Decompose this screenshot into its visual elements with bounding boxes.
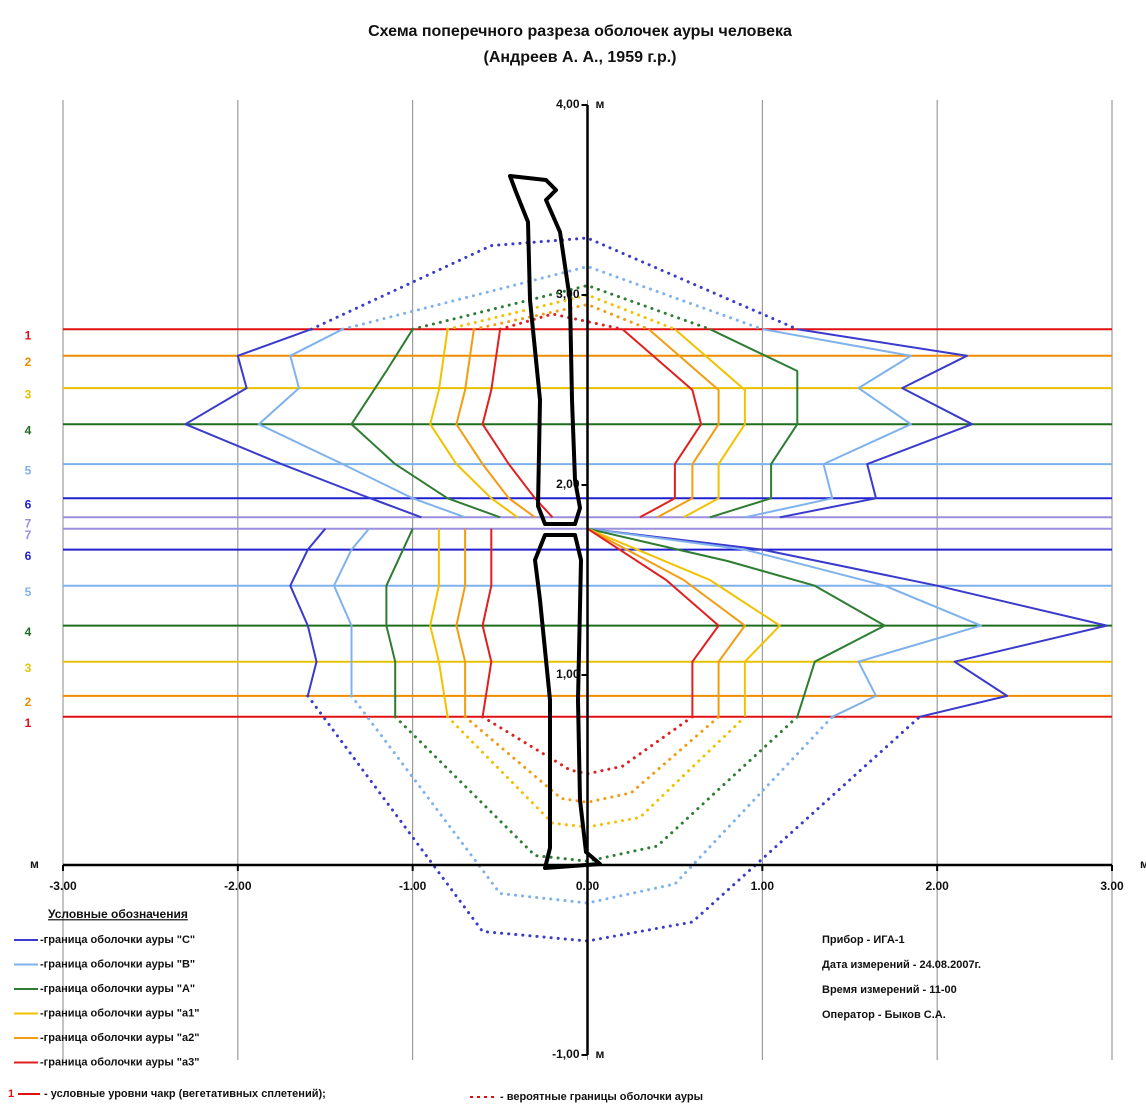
chakra-label: 6 xyxy=(25,549,32,563)
chakra-label: 4 xyxy=(25,625,32,639)
y-axis-label: м xyxy=(596,1047,605,1061)
y-tick-label: 4,00 xyxy=(556,97,580,111)
dotted-legend-text: - вероятные границы оболочки ауры xyxy=(500,1091,703,1103)
chakra-label: 2 xyxy=(25,355,32,369)
legend-title: Условные обозначения xyxy=(48,907,188,921)
chakra-legend-text: - условные уровни чакр (вегетативных спл… xyxy=(44,1088,326,1100)
plot: -3.00-2.00-1.000.001.002.003.00123456776… xyxy=(25,97,1146,1061)
chakra-label: 3 xyxy=(25,387,32,401)
aura-probable-boundary xyxy=(306,236,922,943)
y-tick-label: -1,00 xyxy=(552,1047,580,1061)
info-line: Прибор - ИГА-1 xyxy=(822,934,905,946)
x-tick-label: -1.00 xyxy=(399,879,427,893)
aura-boundary xyxy=(257,328,982,718)
chakra-label: 7 xyxy=(25,528,32,542)
aura-boundary xyxy=(481,328,720,717)
chakra-label: 4 xyxy=(25,423,32,437)
legend-entry: -граница оболочки ауры "а3" xyxy=(40,1056,199,1068)
legend-entry: -граница оболочки ауры "А" xyxy=(40,983,195,995)
x-tick-label: 2.00 xyxy=(925,879,949,893)
x-tick-label: -3.00 xyxy=(49,879,77,893)
aura-boundary xyxy=(455,328,746,717)
y-tick-label: 1,00 xyxy=(556,667,580,681)
chakra-label: 2 xyxy=(25,695,32,709)
chakra-label: 5 xyxy=(25,585,32,599)
aura-boundary xyxy=(350,328,886,718)
info-line: Время измерений - 11-00 xyxy=(822,984,957,996)
chakra-label: 6 xyxy=(25,497,32,511)
legend-entry: -граница оболочки ауры "а1" xyxy=(40,1007,199,1019)
legend-entry: -граница оболочки ауры "С" xyxy=(40,934,195,946)
legend: Условные обозначения -граница оболочки ау… xyxy=(8,907,981,1103)
aura-boundary xyxy=(429,328,781,717)
legend-entry: -граница оболочки ауры "В" xyxy=(40,958,195,970)
chart-subtitle: (Андреев А. А., 1959 г.р.) xyxy=(484,49,677,66)
chakra-label: 1 xyxy=(25,328,32,342)
x-tick-label: -2.00 xyxy=(224,879,252,893)
chakra-label: 5 xyxy=(25,463,32,477)
x-axis-label: м xyxy=(30,857,39,871)
aura-probable-boundary xyxy=(463,302,721,804)
x-axis-label: м xyxy=(1140,857,1146,871)
aura-probable-boundary xyxy=(393,283,799,863)
chakra-label: 7 xyxy=(25,516,32,530)
legend-entry: -граница оболочки ауры "а2" xyxy=(40,1032,199,1044)
aura-boundary xyxy=(184,328,1108,718)
info-line: Дата измерений - 24.08.2007г. xyxy=(822,959,981,971)
chakra-legend-number: 1 xyxy=(8,1088,14,1100)
human-figure xyxy=(508,174,602,870)
y-axis-label: м xyxy=(596,97,605,111)
chart-title: Схема поперечного разреза оболочек ауры … xyxy=(368,23,792,40)
chakra-label: 1 xyxy=(25,716,32,730)
x-tick-label: 3.00 xyxy=(1100,879,1124,893)
x-tick-label: 1.00 xyxy=(751,879,775,893)
info-line: Оператор - Быков С.А. xyxy=(822,1009,946,1021)
chakra-label: 3 xyxy=(25,661,32,675)
